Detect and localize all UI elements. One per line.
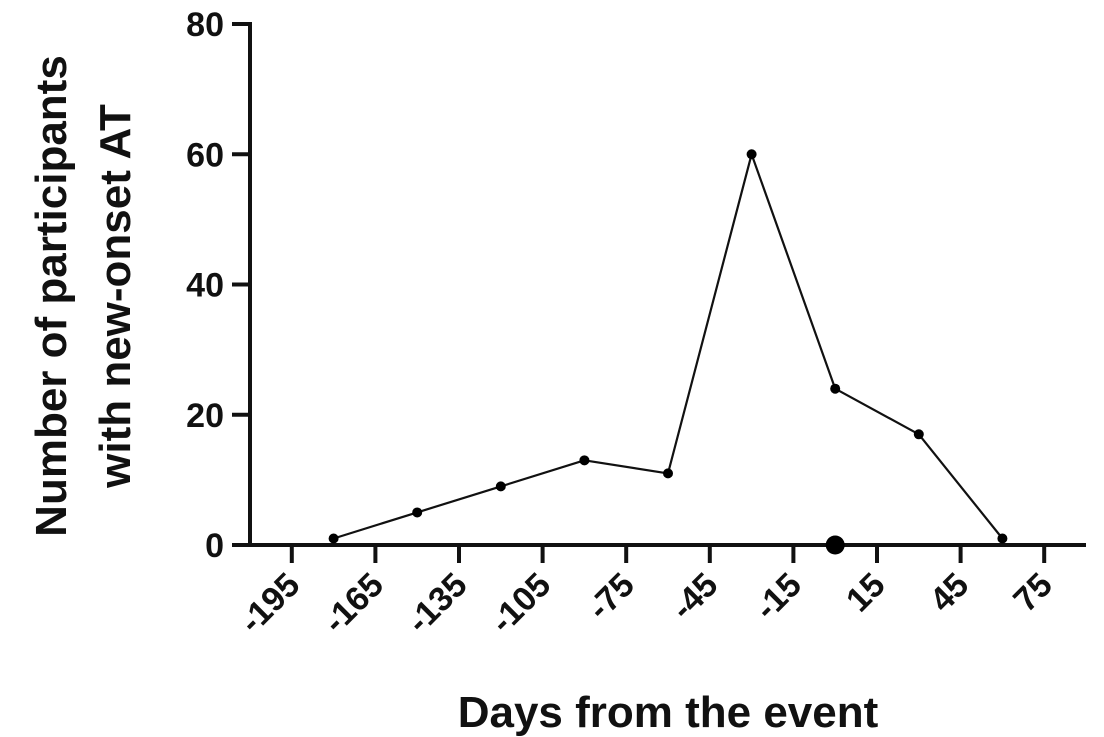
x-tick-label: -105: [483, 566, 558, 641]
plot-area: [329, 149, 1008, 554]
y-tick-label: 40: [186, 267, 224, 305]
y-tick-label: 0: [205, 527, 224, 565]
x-tick-label: -165: [316, 566, 391, 641]
data-point: [830, 384, 840, 394]
y-tick-label: 20: [186, 397, 224, 435]
x-tick-label: -45: [664, 566, 726, 628]
data-point: [496, 481, 506, 491]
data-point: [663, 468, 673, 478]
series-line-0: [334, 154, 1003, 538]
y-axis-title-line-1: Number of participants: [27, 55, 76, 537]
y-tick-label: 80: [186, 6, 224, 44]
x-tick-label: 15: [839, 566, 893, 620]
event-marker: [826, 536, 845, 555]
axes: 0 20 40 60 80 -195 -165 -135 -105 -75 -45 -15 15 45 75: [186, 6, 1086, 641]
x-tick-label: 45: [923, 566, 977, 620]
x-tick-label: -75: [580, 566, 642, 628]
data-point: [579, 455, 589, 465]
x-tick-label: -135: [400, 566, 475, 641]
x-tick-label: 75: [1006, 566, 1060, 620]
x-axis-title: Days from the event: [458, 688, 879, 737]
data-point: [914, 429, 924, 439]
data-point: [329, 533, 339, 543]
y-axis-title: Number of participants with new-onset AT: [27, 55, 140, 537]
x-tick-label: -15: [747, 566, 809, 628]
y-tick-label: 60: [186, 136, 224, 174]
data-point: [412, 507, 422, 517]
y-axis-title-line-2: with new-onset AT: [91, 104, 140, 489]
data-point: [747, 149, 757, 159]
x-tick-label: -195: [232, 566, 307, 641]
data-point: [997, 533, 1007, 543]
